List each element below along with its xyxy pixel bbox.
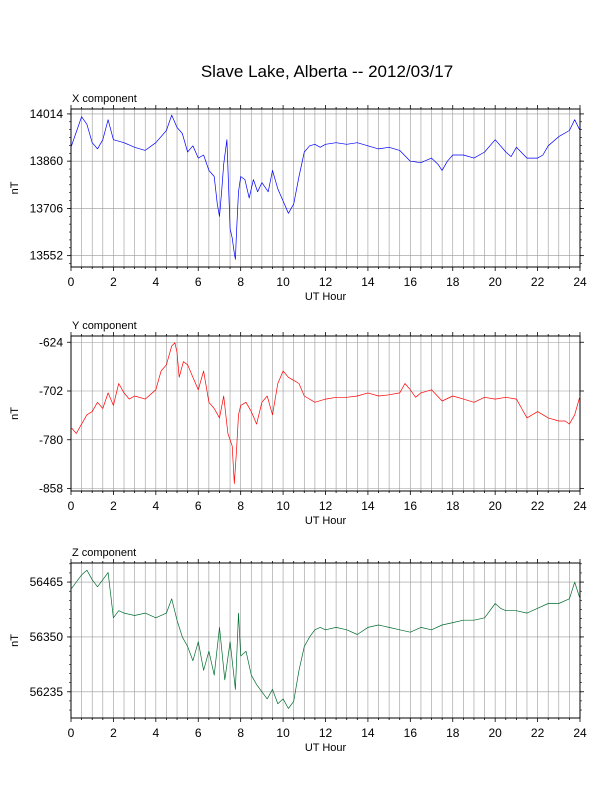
x-tick-label: 24 [573,726,587,740]
y-tick-label: 56235 [30,685,64,699]
x-axis-label: UT Hour [305,291,347,303]
panel-title: Z component [72,547,136,559]
panel-title: Y component [72,320,137,332]
x-tick-label: 10 [276,726,290,740]
x-tick-label: 18 [446,499,460,513]
y-tick-label: -702 [39,384,63,398]
series-line [70,569,581,709]
x-tick-label: 8 [237,499,244,513]
y-axis-label: nT [9,181,21,194]
x-tick-label: 14 [361,275,375,289]
y-tick-label: -780 [39,433,63,447]
y-tick-label: 13860 [30,154,64,168]
x-tick-label: 24 [573,275,587,289]
x-axis-label: UT Hour [305,515,347,527]
x-tick-label: 6 [195,726,202,740]
x-tick-label: 16 [404,499,418,513]
x-tick-label: 12 [319,499,333,513]
x-tick-label: 20 [488,275,502,289]
x-tick-label: 16 [404,275,418,289]
x-tick-label: 6 [195,499,202,513]
x-tick-label: 4 [152,726,159,740]
figure-title: Slave Lake, Alberta -- 2012/03/17 [201,62,453,81]
y-tick-label: 56465 [30,575,64,589]
x-tick-label: 22 [531,275,545,289]
x-tick-label: 8 [237,726,244,740]
x-tick-label: 14 [361,499,375,513]
x-tick-label: 2 [110,499,117,513]
x-tick-label: 22 [531,726,545,740]
y-tick-label: -858 [39,482,63,496]
y-axis-label: nT [9,634,21,647]
y-tick-label: 14014 [30,107,64,121]
y-tick-label: 13552 [30,249,64,263]
x-tick-label: 12 [319,726,333,740]
plot-frame [70,335,581,492]
y-tick-label: 56350 [30,630,64,644]
x-tick-label: 16 [404,726,418,740]
plot-frame [70,562,581,719]
x-tick-label: 14 [361,726,375,740]
series-line [70,114,581,260]
x-tick-label: 8 [237,275,244,289]
x-tick-label: 24 [573,499,587,513]
x-tick-label: 20 [488,726,502,740]
x-tick-label: 4 [152,499,159,513]
x-tick-label: 10 [276,499,290,513]
plot-frame [70,108,581,268]
x-tick-label: 18 [446,726,460,740]
x-tick-label: 0 [68,275,75,289]
panel-title: X component [72,93,137,105]
x-tick-label: 2 [110,726,117,740]
x-tick-label: 22 [531,499,545,513]
x-tick-label: 12 [319,275,333,289]
y-axis-label: nT [9,407,21,420]
x-tick-label: 4 [152,275,159,289]
x-tick-label: 18 [446,275,460,289]
x-tick-label: 2 [110,275,117,289]
y-tick-label: 13706 [30,201,64,215]
x-tick-label: 0 [68,499,75,513]
x-tick-label: 6 [195,275,202,289]
y-tick-label: -624 [39,335,63,349]
x-tick-label: 0 [68,726,75,740]
series-line [70,342,581,484]
x-tick-label: 20 [488,499,502,513]
x-axis-label: UT Hour [305,742,347,754]
x-tick-label: 10 [276,275,290,289]
